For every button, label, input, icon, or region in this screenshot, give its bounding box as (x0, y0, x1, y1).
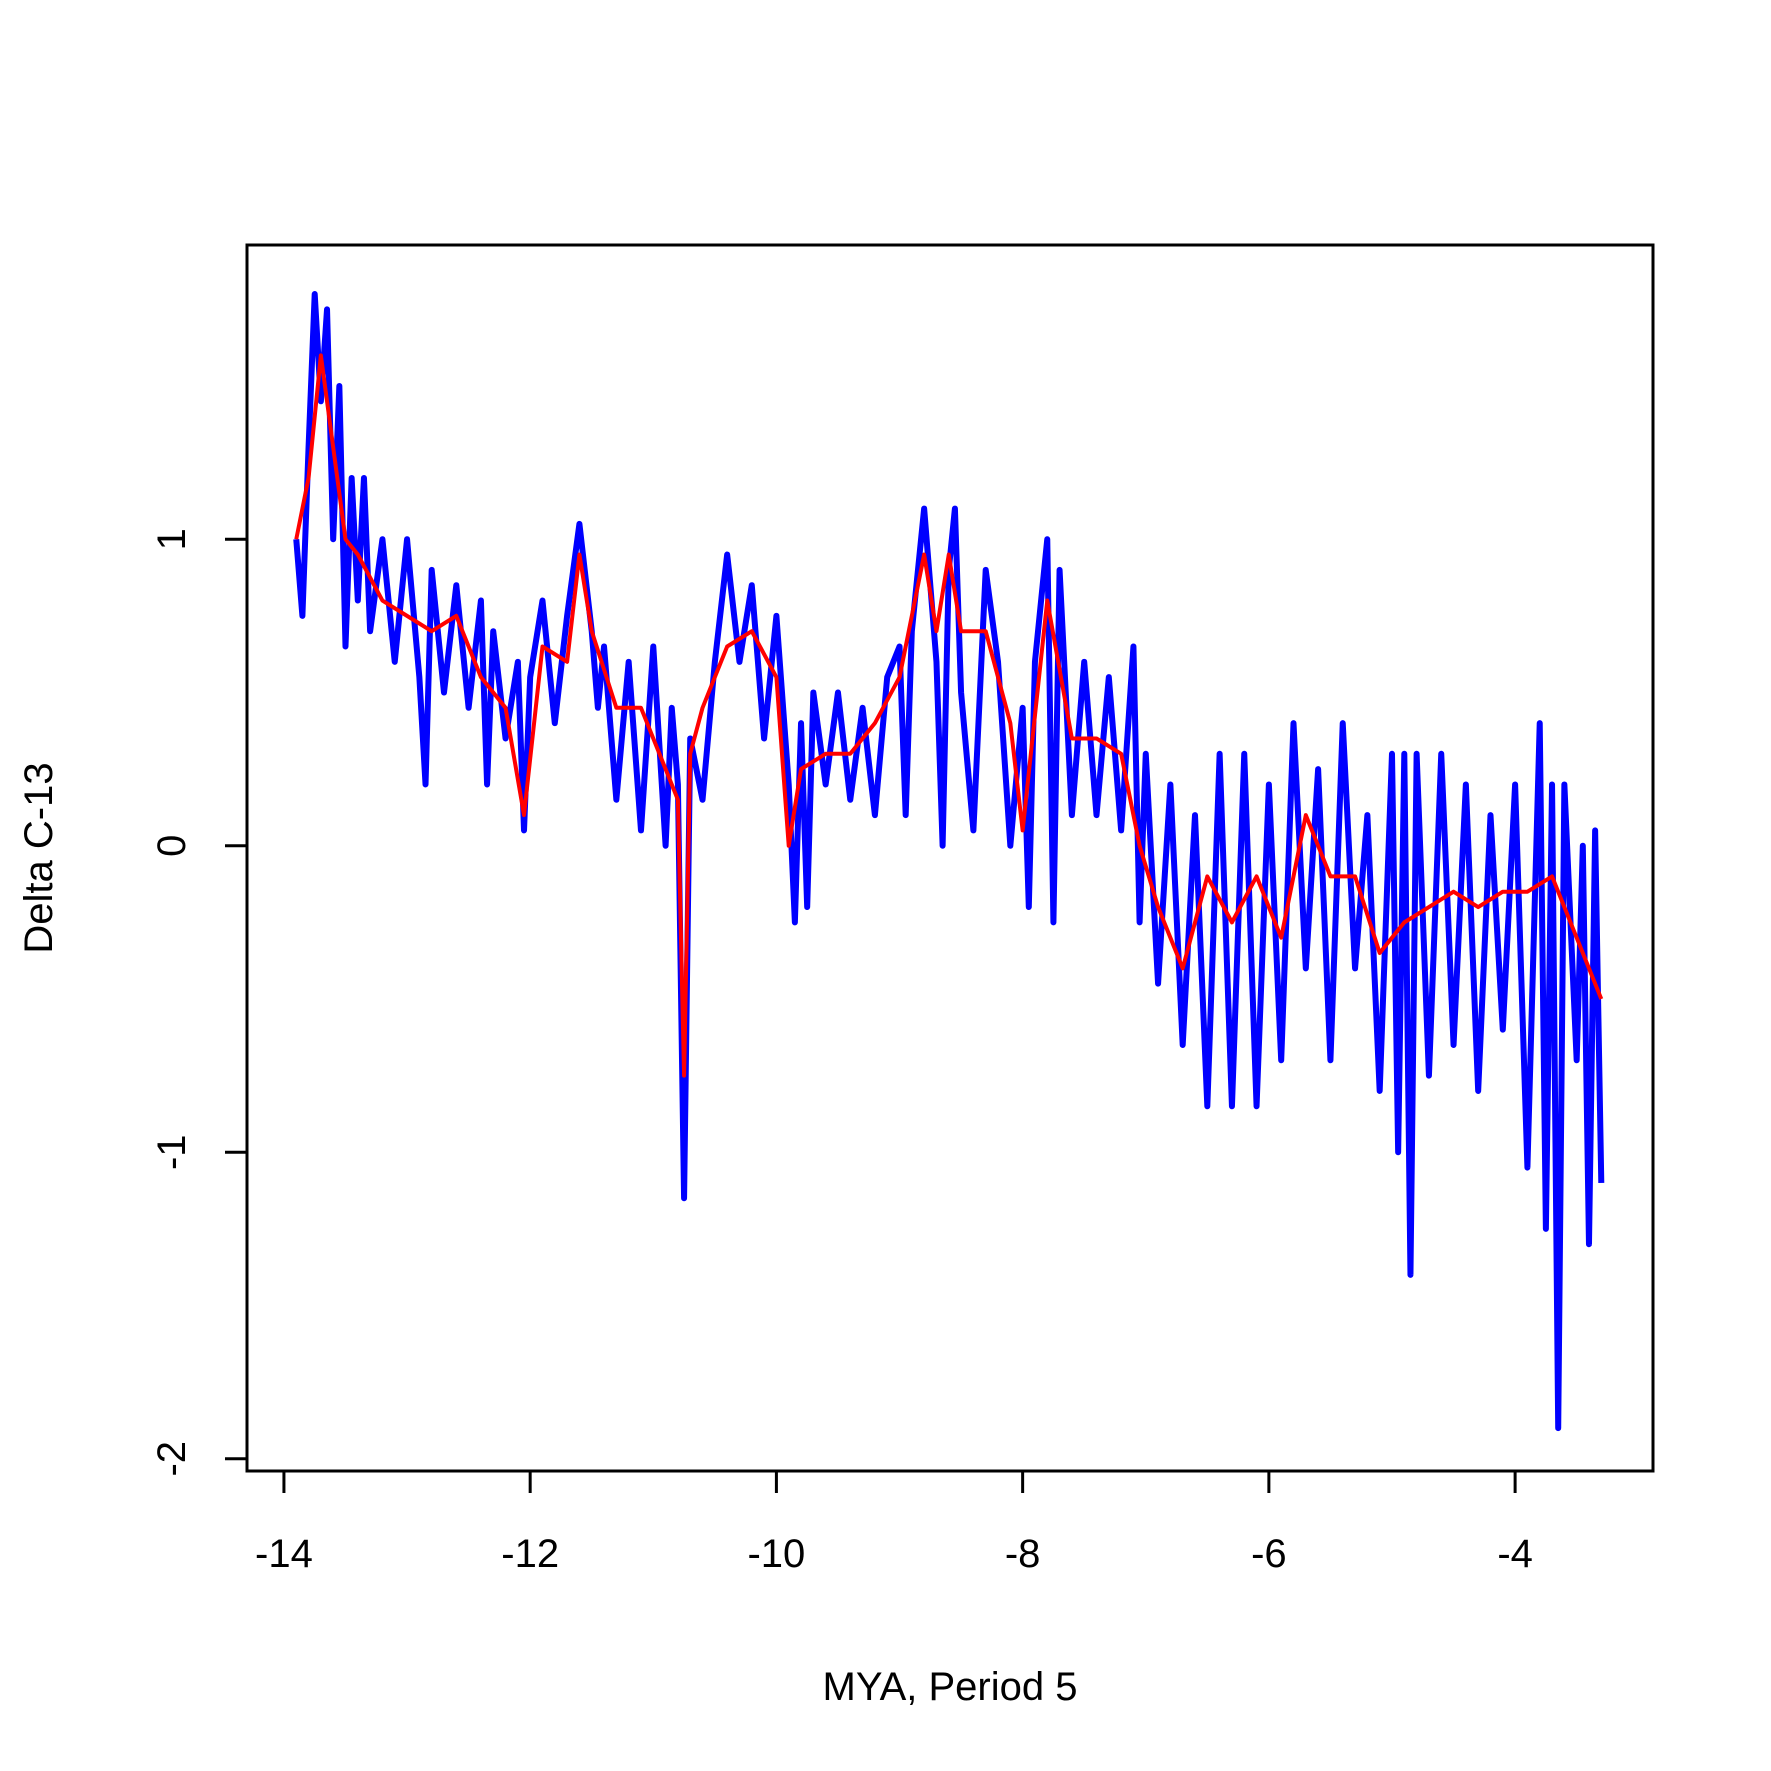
x-tick-label: -10 (747, 1532, 805, 1576)
x-tick-label: -12 (501, 1532, 559, 1576)
y-tick-label: 0 (150, 835, 194, 857)
x-axis-title: MYA, Period 5 (823, 1665, 1078, 1709)
x-tick-label: -6 (1251, 1532, 1287, 1576)
data-line (293, 291, 1605, 1432)
x-tick-label: -14 (255, 1532, 313, 1576)
x-tick-label: -8 (1005, 1532, 1041, 1576)
x-tick-label: -4 (1497, 1532, 1533, 1576)
y-tick-label: -1 (150, 1134, 194, 1170)
y-tick-label: 1 (150, 528, 194, 550)
plot-box (245, 243, 1655, 1473)
y-axis-title: Delta C-13 (17, 762, 61, 953)
y-tick-label: -2 (150, 1441, 194, 1477)
data-line (294, 353, 1604, 1078)
